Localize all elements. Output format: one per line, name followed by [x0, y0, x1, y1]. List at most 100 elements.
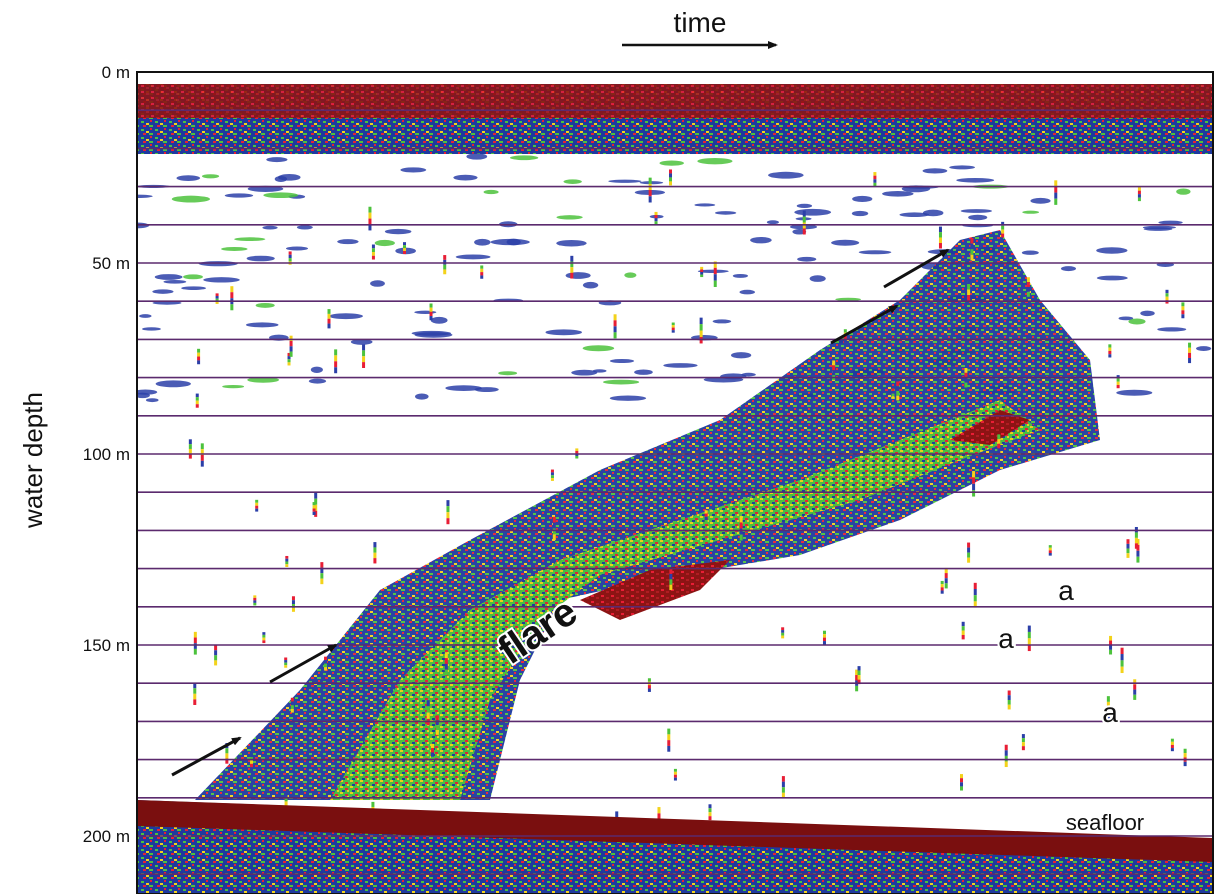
fish-target-segment	[1170, 741, 1174, 745]
fish-target-segment	[230, 304, 234, 311]
fish-target-segment	[970, 249, 974, 255]
fish-target-segment	[550, 478, 554, 481]
fish-target-segment	[1126, 548, 1130, 554]
fish-target-segment	[480, 272, 484, 276]
fish-target-segment	[896, 395, 900, 401]
fish-target-segment	[802, 228, 806, 235]
fish-target-segment	[327, 318, 331, 324]
scatter-blob	[582, 281, 599, 289]
fish-target-segment	[443, 264, 447, 270]
fish-target-segment	[657, 813, 661, 820]
fish-target-segment	[964, 382, 968, 388]
fish-target-segment	[327, 313, 331, 319]
fish-target-segment	[960, 786, 964, 791]
fish-target-segment	[1133, 694, 1137, 700]
fish-target-segment	[324, 663, 328, 668]
fish-target-segment	[1026, 277, 1030, 283]
scatter-blob	[592, 369, 607, 373]
fish-target-segment	[1048, 553, 1052, 556]
fish-target-segment	[225, 758, 229, 764]
fish-target-segment	[373, 552, 377, 559]
scatter-blob	[163, 279, 187, 284]
fish-target-segment	[857, 675, 861, 680]
fish-target-segment	[669, 173, 673, 178]
scatter-blob	[474, 238, 491, 246]
scatter-blob	[712, 319, 732, 324]
fish-target-segment	[997, 434, 1001, 440]
fish-target-segment	[648, 177, 652, 184]
fish-target-segment	[671, 330, 675, 333]
fish-target-segment	[822, 634, 826, 638]
fish-target-segment	[1054, 180, 1058, 187]
fish-target-segment	[1027, 631, 1031, 639]
fish-target-segment	[444, 658, 448, 664]
fish-target-segment	[327, 309, 331, 314]
scatter-blob	[374, 239, 395, 247]
scatter-blob	[563, 179, 582, 184]
fish-target-segment	[1109, 640, 1113, 646]
fish-target-segment	[290, 708, 294, 713]
fish-target-segment	[843, 329, 847, 333]
annotation-seafloor: seafloor	[1066, 810, 1144, 835]
fish-target-segment	[550, 475, 554, 479]
fish-target-segment	[197, 360, 201, 365]
fish-target-segment	[1136, 550, 1140, 557]
scatter-blob	[768, 171, 804, 179]
fish-target-segment	[1054, 198, 1058, 205]
scatter-blob	[490, 238, 530, 246]
flare-arrow-3	[830, 304, 899, 345]
fish-target-segment	[700, 269, 704, 272]
annotation-a-1: a	[1058, 575, 1074, 606]
fish-target-segment	[1134, 537, 1138, 544]
fish-target-segment	[669, 584, 673, 591]
fish-target-segment	[195, 404, 199, 408]
fish-target-segment	[961, 630, 965, 635]
fish-target-segment	[200, 443, 204, 450]
fish-target-segment	[444, 652, 448, 659]
scatter-blob	[750, 236, 772, 244]
scatter-blob	[1140, 310, 1155, 317]
scatter-blob	[609, 358, 635, 364]
scatter-blob	[155, 380, 191, 388]
fish-target-segment	[1021, 742, 1025, 747]
fish-target-segment	[284, 662, 288, 666]
scatter-blob	[274, 176, 288, 183]
fish-target-segment	[1170, 738, 1174, 742]
scatter-blob	[882, 190, 914, 197]
fish-target-segment	[314, 498, 318, 505]
scatter-blob	[571, 369, 598, 376]
fish-target-segment	[312, 511, 316, 515]
fish-target-segment	[667, 734, 671, 741]
fish-target-segment	[613, 326, 617, 333]
fish-target-segment	[855, 669, 859, 676]
fish-target-segment	[896, 390, 900, 396]
fish-target-segment	[314, 510, 318, 517]
fish-target-segment	[896, 381, 900, 387]
fish-target-segment	[970, 237, 974, 244]
fish-target-segment	[615, 811, 619, 818]
flare-arrow-1	[171, 736, 242, 777]
fish-target-segment	[570, 255, 574, 262]
fish-target-segment	[713, 261, 717, 268]
fish-target-segment	[700, 266, 704, 270]
scatter-blob	[1128, 318, 1146, 325]
fish-target-segment	[285, 561, 289, 565]
fish-target-segment	[403, 248, 407, 252]
fish-target-segment	[938, 237, 942, 244]
scatter-blob	[1021, 250, 1039, 255]
fish-target-segment	[197, 348, 201, 353]
scatter-blob	[224, 193, 254, 198]
scatter-blob	[796, 203, 813, 208]
fish-target-segment	[1133, 684, 1137, 690]
fish-target-segment	[290, 701, 294, 706]
scatter-blob	[968, 214, 988, 221]
scatter-blob	[792, 229, 807, 235]
fish-target-segment	[1021, 738, 1025, 743]
fish-target-segment	[225, 748, 229, 754]
scatter-blob	[1116, 389, 1153, 396]
fish-target-segment	[1183, 761, 1187, 767]
scatter-blob	[1118, 316, 1134, 321]
fish-target-segment	[1120, 666, 1124, 674]
fish-target-segment	[443, 269, 447, 275]
